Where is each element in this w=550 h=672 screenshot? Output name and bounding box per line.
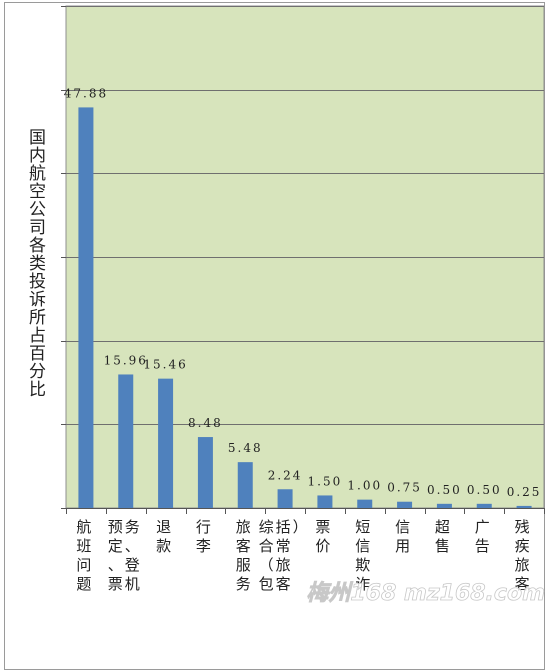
x-tick-label-char: 预 [108, 518, 123, 536]
data-label: 47.88 [64, 86, 108, 100]
x-tick-label-char: 价 [315, 537, 330, 555]
bar [237, 462, 253, 508]
x-tick-label-char: 机 [125, 575, 140, 593]
x-tick-label-char: 航 [76, 518, 91, 536]
x-tick-label-char: ） [293, 518, 308, 536]
data-label: 15.46 [143, 358, 187, 372]
x-tick-label-char: 行 [196, 518, 211, 536]
x-tick-label-char: 合 [259, 537, 274, 555]
x-tick-label: 信用 [395, 518, 410, 555]
bar [397, 501, 413, 508]
x-tick-label-char: 票 [108, 575, 123, 593]
x-tick-label-char: 定 [108, 537, 123, 555]
x-tick-label-char: 超 [435, 518, 450, 536]
x-tick-label-char: 疾 [515, 537, 530, 555]
watermark: 梅州168 mz168.com [306, 581, 545, 606]
x-tick-label-char: 用 [395, 537, 410, 555]
x-tick-label-char: 短 [355, 518, 370, 536]
x-tick-label-char: 旅 [236, 518, 251, 536]
x-tick-label-char: 旅 [515, 556, 530, 574]
x-tick-label-char: 登 [125, 556, 140, 574]
x-tick-label-char: 问 [76, 556, 91, 574]
data-label: 8.48 [188, 416, 223, 430]
data-label: 0.75 [387, 481, 422, 495]
x-tick-label-char: 诈 [355, 575, 370, 593]
bar [277, 489, 293, 508]
x-tick-label-char: 售 [435, 537, 450, 555]
data-label: 0.50 [427, 483, 462, 497]
x-tick-label-char: 包 [259, 575, 274, 593]
bar [436, 503, 452, 508]
x-tick-label-char: 欺 [355, 556, 370, 574]
x-tick-label: 超售 [435, 518, 450, 555]
x-tick-label-char: 客 [515, 575, 530, 593]
gridlines [61, 6, 545, 514]
x-tick-label: 退款 [156, 518, 171, 555]
x-tick-label-char: 残 [515, 518, 530, 536]
x-tick-label: 行李 [196, 518, 211, 555]
bar [197, 437, 213, 508]
x-tick-label-char: 括 [276, 518, 291, 536]
x-tick-label: 票价 [315, 518, 330, 555]
x-tick-label-char: 退 [156, 518, 171, 536]
data-label: 1.50 [308, 474, 343, 488]
data-label: 1.00 [347, 479, 382, 493]
x-tick-label-char: 班 [76, 537, 91, 555]
x-tick-label-char: 务 [236, 575, 251, 593]
data-label: 5.48 [228, 441, 263, 455]
bar [118, 374, 134, 508]
x-tick-label: 预定、票务、登机 [108, 518, 140, 593]
x-tick-label-char: 旅 [276, 556, 291, 574]
x-tick-label-char: 客 [276, 575, 291, 593]
x-tick-label-char: 、 [125, 537, 140, 555]
x-tick-label-char: 李 [196, 537, 211, 555]
x-tick-label-char: 票 [315, 518, 330, 536]
data-label: 0.25 [507, 485, 542, 499]
x-tick-label-char: 常 [276, 537, 291, 555]
x-tick-label-char: 客 [236, 537, 251, 555]
bar [317, 495, 333, 508]
x-tick-label-char: 服 [236, 556, 251, 574]
x-tick-label-char: （ [259, 556, 274, 574]
x-tick-label-char: 款 [156, 537, 171, 555]
x-tick-label-char: 信 [395, 518, 410, 536]
x-tick-label-char: 综 [259, 518, 274, 536]
x-tick-label-char: 信 [355, 537, 370, 555]
x-tick-label-char: 务 [125, 518, 140, 536]
bar [476, 503, 492, 508]
x-tick-label-char: 广 [475, 518, 490, 536]
bar [516, 505, 532, 508]
bar [158, 378, 174, 508]
x-tick-label-char: 告 [475, 537, 490, 555]
y-axis-label: 国内航空公司各类投诉所占百分比 [25, 128, 45, 398]
bars [78, 107, 532, 509]
data-label: 2.24 [268, 468, 303, 482]
data-label: 15.96 [104, 353, 148, 367]
x-tick-label-char: 、 [108, 556, 123, 574]
bar [357, 499, 373, 508]
bar [78, 107, 94, 509]
data-label: 0.50 [467, 483, 502, 497]
x-tick-label: 广告 [475, 518, 490, 555]
x-tick-label-char: 题 [76, 575, 91, 593]
